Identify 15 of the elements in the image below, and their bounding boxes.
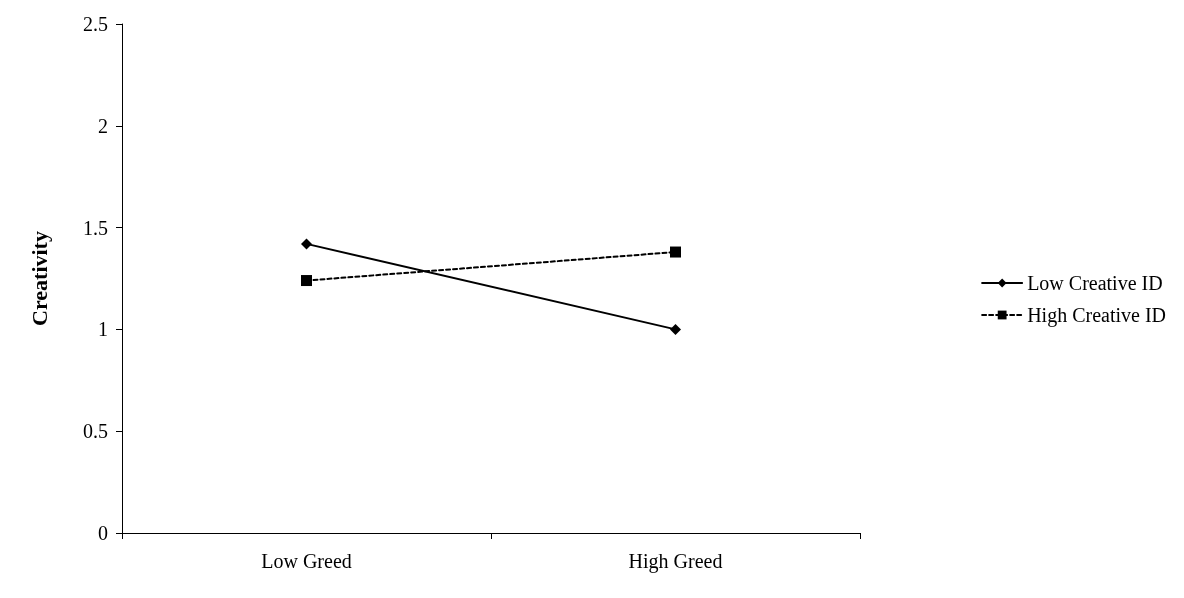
- y-tick-label: 1: [98, 318, 108, 341]
- point: [301, 238, 312, 250]
- point: [670, 323, 681, 335]
- y-tick-label: 2: [98, 114, 108, 137]
- point: [670, 246, 681, 258]
- y-tick-label: 1.5: [83, 216, 108, 239]
- x-tick-label: Low Greed: [261, 550, 352, 572]
- legend-label: Low Creative ID: [1027, 272, 1163, 294]
- y-axis-title: Creativity: [26, 231, 52, 326]
- x-tick-label: High Greed: [628, 550, 723, 573]
- point: [301, 275, 312, 287]
- legend-label: High Creative ID: [1027, 304, 1167, 327]
- y-tick-label: 0: [98, 522, 108, 544]
- y-tick-label: 2.5: [83, 13, 108, 35]
- y-tick-label: 0.5: [83, 420, 108, 443]
